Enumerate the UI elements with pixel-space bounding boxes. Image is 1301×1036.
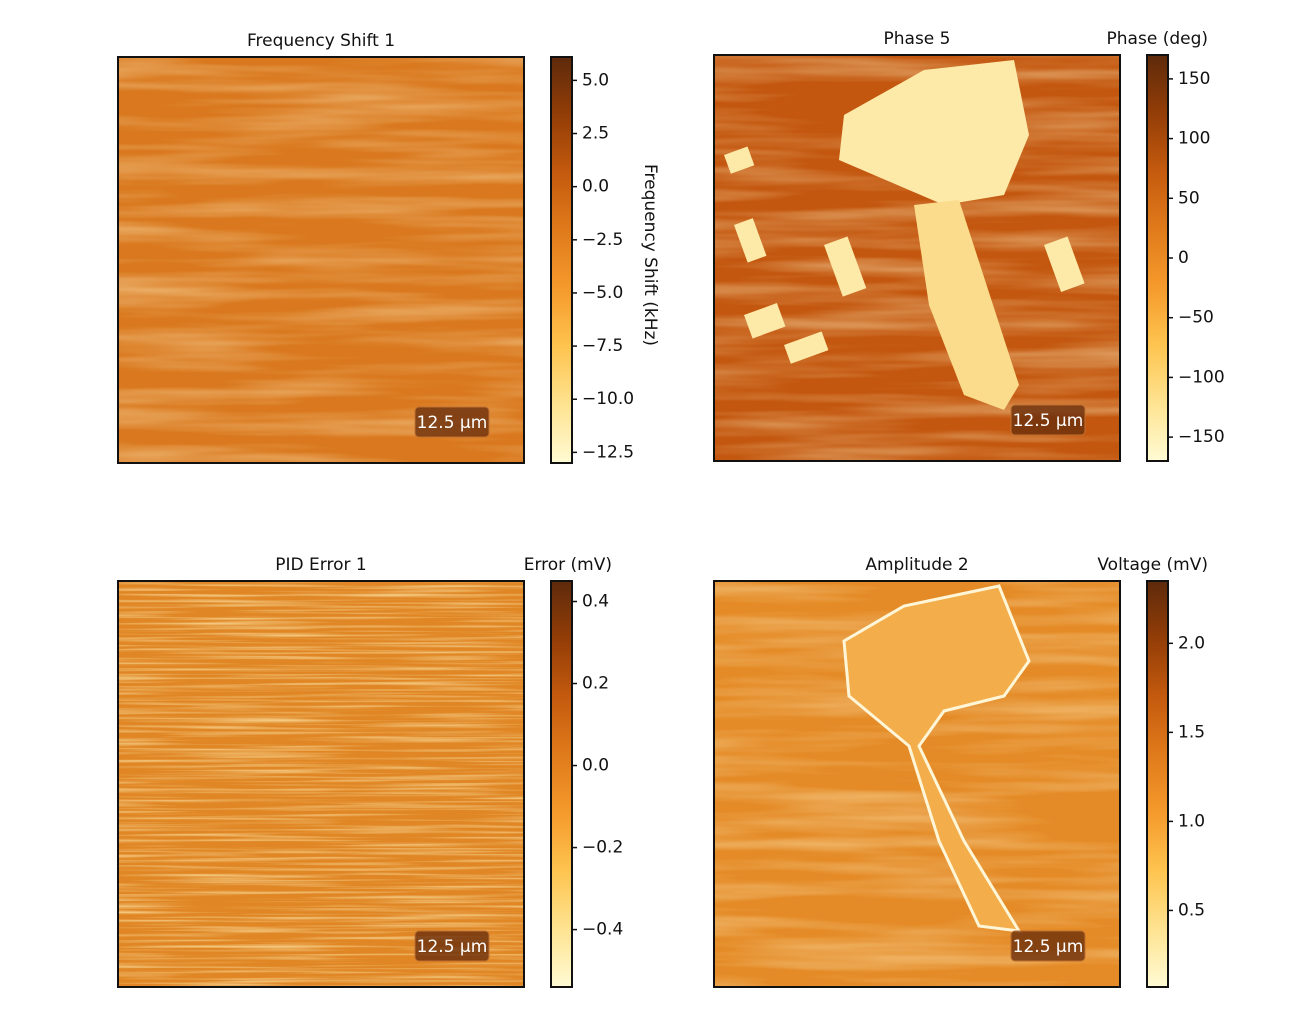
colorbar-label: Frequency Shift (kHz): [640, 164, 660, 346]
image-frame: [713, 54, 1121, 462]
scale-bar-label: 12.5 μm: [1013, 937, 1084, 957]
colorbar-tick-label: 2.5: [582, 124, 609, 144]
scale-bar-label: 12.5 μm: [1013, 411, 1084, 431]
colorbar-tick-label: 0.0: [582, 756, 609, 776]
domain: [1044, 236, 1085, 292]
image: [118, 581, 524, 987]
colorbar-tick-label: −2.5: [582, 230, 623, 250]
domain: [839, 60, 1029, 205]
colorbar-tick-label: −10.0: [582, 389, 634, 409]
image-frame: [117, 580, 525, 988]
scale-bar-box: [1010, 404, 1086, 436]
colorbar-tick-label: −12.5: [582, 442, 634, 462]
colorbar: [550, 580, 573, 988]
panel-title: PID Error 1: [275, 555, 366, 575]
colorbar-tick-label: 150: [1178, 69, 1210, 89]
colorbar: [1146, 54, 1169, 462]
domain: [784, 331, 829, 364]
colorbar-tick-label: 0.4: [582, 592, 609, 612]
domain: [823, 236, 867, 297]
colorbar-tick-label: 0.5: [1178, 900, 1205, 920]
colorbar-tick-label: 1.0: [1178, 811, 1205, 831]
scale-bar-box: [414, 930, 490, 962]
domain: [914, 200, 1019, 410]
colorbar-tick-label: −5.0: [582, 283, 623, 303]
image: [714, 55, 1120, 461]
image: [714, 581, 1120, 987]
colorbar: [1146, 580, 1169, 988]
colorbar-tick-label: 0.2: [582, 674, 609, 694]
panel-title: Amplitude 2: [865, 555, 968, 575]
panel-title: Frequency Shift 1: [247, 31, 395, 51]
scale-bar-box: [1010, 930, 1086, 962]
colorbar-tick-label: −0.2: [582, 838, 623, 858]
colorbar: [550, 56, 573, 464]
colorbar-tick-label: 0.0: [582, 177, 609, 197]
colorbar-tick-label: 50: [1178, 188, 1200, 208]
scale-bar-label: 12.5 μm: [417, 413, 488, 433]
colorbar-tick-label: 2.0: [1178, 633, 1205, 653]
image: [118, 57, 524, 463]
colorbar-tick-label: 1.5: [1178, 722, 1205, 742]
image-frame: [713, 580, 1121, 988]
colorbar-tick-label: 5.0: [582, 70, 609, 90]
colorbar-tick-label: 100: [1178, 129, 1210, 149]
colorbar-label: Voltage (mV): [1097, 555, 1208, 575]
colorbar-tick-label: −7.5: [582, 336, 623, 356]
image-texture: [118, 57, 524, 463]
colorbar-tick-label: −0.4: [582, 920, 623, 940]
domain: [724, 146, 755, 174]
scale-bar-box: [414, 406, 490, 438]
domain: [744, 303, 786, 339]
image-frame: [117, 56, 525, 464]
domain: [733, 218, 767, 263]
colorbar-tick-label: −50: [1178, 308, 1214, 328]
scale-bar-label: 12.5 μm: [417, 937, 488, 957]
image-texture: [118, 581, 524, 987]
panel-title: Phase 5: [884, 29, 951, 49]
domain-edge: [842, 584, 1031, 933]
colorbar-tick-label: −150: [1178, 427, 1225, 447]
colorbar-label: Phase (deg): [1107, 29, 1208, 49]
colorbar-label: Error (mV): [524, 555, 612, 575]
colorbar-tick-label: −100: [1178, 367, 1225, 387]
colorbar-tick-label: 0: [1178, 248, 1189, 268]
